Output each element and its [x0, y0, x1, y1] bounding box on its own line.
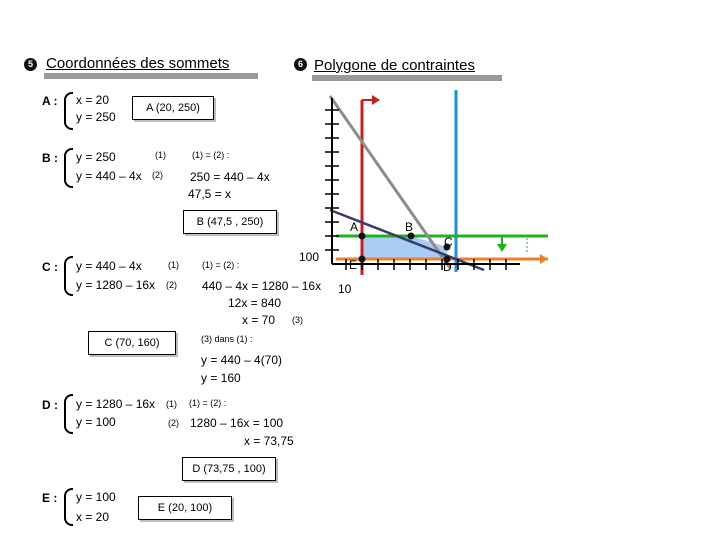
vertex-e-eq1: y = 100: [76, 490, 116, 504]
point-b-label: B: [405, 220, 413, 234]
vertex-b-step2: 47,5 = x: [188, 187, 232, 201]
arrow-green: [497, 244, 507, 252]
vertex-c-tag3: (3): [292, 315, 303, 325]
arrow-orange: [540, 254, 548, 264]
vertex-e-result: E (20, 100): [138, 496, 232, 520]
point-a-label: A: [350, 220, 358, 234]
vertex-e-label: E :: [42, 491, 58, 505]
vertex-b-eq1: y = 250: [76, 150, 116, 164]
vertex-a-eq2: y = 250: [76, 110, 116, 124]
vertex-b-eq-label: (1) = (2) :: [192, 150, 230, 160]
vertex-c-step3: x = 70: [242, 313, 276, 327]
vertex-d-eq1: y = 1280 – 16x: [76, 397, 156, 411]
system-bracket: [64, 488, 73, 526]
vertex-c-sub-label: (3) dans (1) :: [201, 334, 253, 344]
vertex-e-eq2: x = 20: [76, 510, 110, 524]
vertex-b-step1: 250 = 440 – 4x: [190, 170, 270, 184]
arrow-red: [372, 95, 380, 105]
point-e-marker: [358, 255, 366, 263]
vertex-d-label: D :: [42, 398, 58, 412]
system-bracket: [64, 92, 73, 130]
feasible-region: [362, 236, 447, 259]
coords-title: Coordonnées des sommets: [46, 55, 230, 72]
vertex-c-step5: y = 160: [201, 371, 241, 385]
section-bullet-icon: 6: [294, 58, 307, 71]
vertex-d-tag2: (2): [168, 418, 179, 428]
system-bracket: [64, 148, 73, 188]
vertex-d-tag1: (1): [166, 399, 177, 409]
y-tick-label: 100: [299, 250, 319, 264]
vertex-d-eq2: y = 100: [76, 415, 116, 429]
vertex-c-eq-label: (1) = (2) :: [202, 260, 240, 270]
vertex-c-tag2: (2): [166, 280, 177, 290]
vertex-b-tag2: (2): [152, 170, 163, 180]
point-d-marker: [443, 255, 451, 263]
vertex-a-eq1: x = 20: [76, 93, 110, 107]
point-a-marker: [358, 232, 366, 240]
vertex-c-eq1: y = 440 – 4x: [76, 259, 142, 273]
vertex-d-step2: x = 73,75: [244, 434, 294, 448]
vertex-c-result: C (70, 160): [88, 331, 176, 355]
vertex-c-label: C :: [42, 260, 58, 274]
vertex-d-step1: 1280 – 16x = 100: [190, 416, 284, 430]
vertex-c-step1: 440 – 4x = 1280 – 16x: [202, 279, 322, 293]
system-bracket: [64, 394, 73, 434]
vertex-d-eq-label: (1) = (2) :: [189, 398, 227, 408]
x-tick-label: 10: [338, 282, 352, 296]
polygon-title: Polygone de contraintes: [314, 57, 475, 74]
vertex-b-result: B (47,5 , 250): [183, 210, 277, 234]
vertex-d-result: D (73,75 , 100): [182, 457, 276, 481]
point-c-label: C: [444, 235, 453, 249]
vertex-c-step2: 12x = 840: [228, 296, 282, 310]
vertex-a-result: A (20, 250): [132, 96, 214, 120]
system-bracket: [64, 256, 73, 296]
point-d-label: D: [443, 260, 452, 274]
vertex-c-eq2: y = 1280 – 16x: [76, 278, 156, 292]
vertex-c-tag1: (1): [168, 260, 179, 270]
coords-title-underbar: [44, 73, 258, 79]
x-axis-ticks: [345, 259, 507, 270]
section-bullet-icon: 5: [24, 58, 37, 71]
vertex-b-tag1: (1): [155, 150, 166, 160]
vertex-b-eq2: y = 440 – 4x: [76, 169, 142, 183]
constraint-line-gray: [328, 95, 452, 269]
vertex-b-label: B :: [42, 151, 58, 165]
y-axis-ticks: [325, 109, 339, 251]
vertex-a-label: A :: [42, 94, 58, 108]
point-c-marker: [443, 243, 451, 251]
point-e-label: E: [349, 258, 357, 272]
vertex-c-step4: y = 440 – 4(70): [201, 353, 283, 367]
polygon-title-underbar: [312, 75, 502, 81]
point-b-marker: [407, 232, 415, 240]
